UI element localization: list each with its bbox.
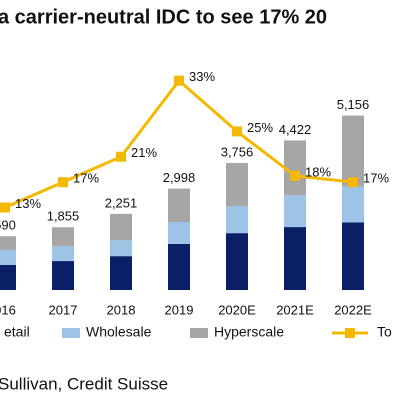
bar-segment xyxy=(342,115,364,187)
bar-segment xyxy=(342,186,364,223)
x-tick-label: 016 xyxy=(0,302,16,317)
legend-label: Wholesale xyxy=(86,324,152,340)
bar-segment xyxy=(0,250,16,265)
total-label: 1,855 xyxy=(47,209,80,224)
legend-label: etail xyxy=(4,324,30,340)
source: Sullivan, Credit Suisse xyxy=(0,374,168,393)
x-tick-label: 2022E xyxy=(334,302,372,317)
line-marker xyxy=(0,202,10,213)
total-label: 2,998 xyxy=(163,170,196,185)
bar-segment xyxy=(284,227,306,290)
total-label: 3,756 xyxy=(221,144,254,159)
chart-title: a carrier-neutral IDC to see 17% 20 xyxy=(0,6,327,28)
total-label: 590 xyxy=(0,218,16,233)
total-label: 4,422 xyxy=(279,122,312,137)
x-tick-label: 2021E xyxy=(276,302,314,317)
bar-segment xyxy=(110,240,132,257)
line-label: 25% xyxy=(247,120,273,135)
total-label: 5,156 xyxy=(337,97,370,112)
line-marker xyxy=(58,177,68,188)
bar-segment xyxy=(284,195,306,228)
legend-swatch xyxy=(190,328,208,338)
line-label: 13% xyxy=(15,196,41,211)
legend-label: Hyperscale xyxy=(214,324,284,340)
bar-segment xyxy=(168,243,190,290)
bar-segment xyxy=(52,261,74,290)
bar-segment xyxy=(0,236,16,251)
bar-segment xyxy=(226,206,248,234)
total-label: 2,251 xyxy=(105,195,138,210)
line-label: 33% xyxy=(189,69,215,84)
line-label: 18% xyxy=(305,164,331,179)
legend-swatch xyxy=(345,328,355,338)
x-tick-label: 2018 xyxy=(107,302,136,317)
bar-segment xyxy=(284,140,306,196)
bar-segment xyxy=(226,233,248,290)
line-label: 21% xyxy=(131,145,157,160)
bar-segment xyxy=(0,264,16,290)
bar-segment xyxy=(52,227,74,247)
legend-label: To xyxy=(377,324,392,340)
line-label: 17% xyxy=(73,171,99,186)
line-marker xyxy=(116,151,126,162)
x-tick-label: 2020E xyxy=(218,302,256,317)
bar-segment xyxy=(110,256,132,290)
bar-segment xyxy=(226,162,248,207)
line-label: 17% xyxy=(363,171,389,186)
bar-segment xyxy=(168,188,190,222)
line-marker xyxy=(348,177,358,188)
line-marker xyxy=(232,126,242,137)
bar-segment xyxy=(342,222,364,290)
x-tick-label: 2017 xyxy=(49,302,78,317)
line-marker xyxy=(174,75,184,86)
legend-swatch xyxy=(62,328,80,338)
bar-segment xyxy=(110,213,132,241)
line-marker xyxy=(290,170,300,181)
bar-segment xyxy=(168,221,190,244)
x-tick-label: 2019 xyxy=(165,302,194,317)
bar-segment xyxy=(52,246,74,262)
